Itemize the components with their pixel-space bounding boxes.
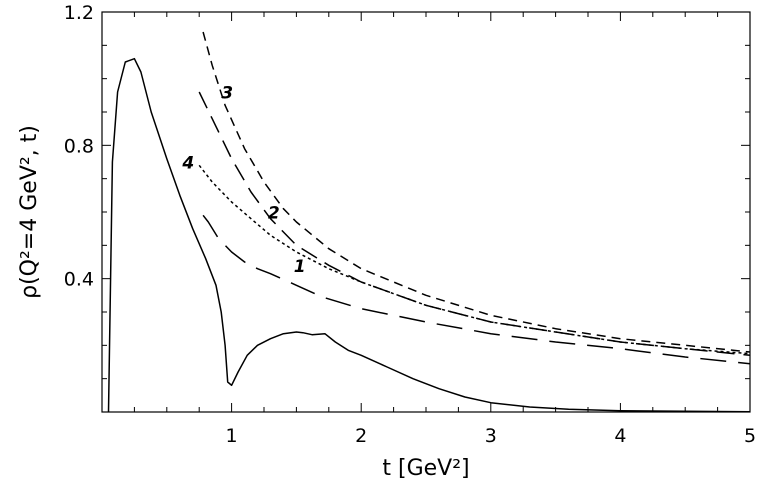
plot-frame xyxy=(101,11,751,413)
y-tick-label: 0.8 xyxy=(64,135,94,157)
curve-labels: 1 2 3 4 xyxy=(181,84,305,277)
series-line-4 xyxy=(198,164,751,355)
x-tick-label: 1 xyxy=(226,425,238,447)
series-line-1 xyxy=(202,214,751,365)
series-layer xyxy=(107,31,751,413)
x-axis-label: t [GeV²] xyxy=(382,456,469,481)
x-tick-label: 5 xyxy=(744,425,756,447)
curve-label-2: 2 xyxy=(268,204,280,224)
series-line-2 xyxy=(198,91,751,357)
y-axis-ticks: 0.4 0.8 1.2 xyxy=(64,2,750,380)
y-tick-label: 1.2 xyxy=(64,2,94,24)
x-tick-label: 2 xyxy=(355,425,367,447)
x-tick-label: 4 xyxy=(614,425,626,447)
y-axis-label: ρ(Q²=4 GeV², t) xyxy=(17,125,42,299)
x-axis-ticks: 1 2 3 4 5 xyxy=(133,12,756,447)
x-tick-label: 3 xyxy=(485,425,497,447)
series-line-3 xyxy=(202,31,751,353)
y-tick-label: 0.4 xyxy=(64,269,94,291)
series-line-solid xyxy=(107,57,751,413)
curve-label-4: 4 xyxy=(181,154,194,174)
curve-label-1: 1 xyxy=(294,257,306,277)
curve-label-3: 3 xyxy=(221,84,233,104)
